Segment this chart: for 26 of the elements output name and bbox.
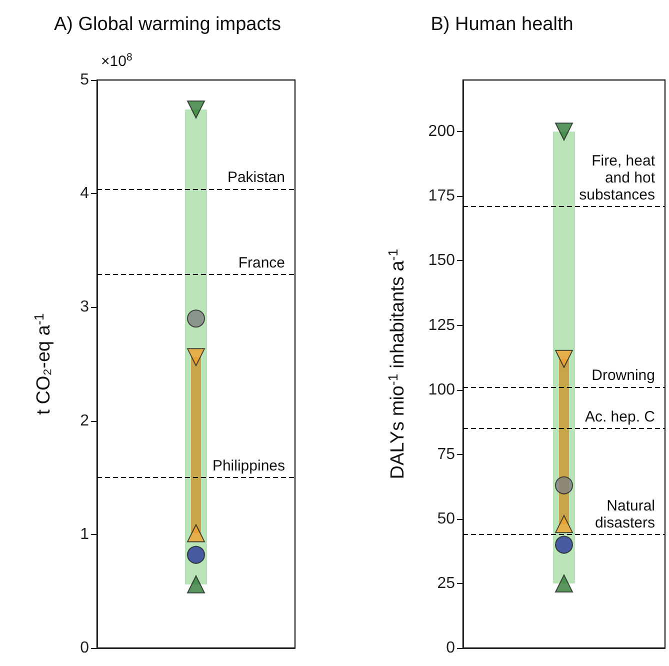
y-tick-label: 125 [428, 316, 456, 334]
y-tick-label: 150 [428, 252, 456, 270]
y-tick-label: 75 [437, 446, 456, 463]
y-tick-label: 2 [80, 412, 90, 430]
y-tick-label: 200 [428, 123, 456, 140]
chart-title: A) Global warming impacts [54, 14, 282, 35]
ref-line-label: France [238, 254, 285, 272]
y-tick-label: 0 [446, 640, 456, 656]
chart-title: B) Human health [430, 14, 574, 35]
ref-line-label: Natural disasters [594, 497, 655, 532]
ref-line-label: Ac. hep. C [584, 408, 656, 426]
ref-line-label: Fire, heat and hot substances [579, 152, 656, 204]
y-tick-label: 0 [80, 640, 90, 656]
ref-line-label: Drowning [592, 367, 655, 384]
y-tick-label: 100 [428, 381, 456, 398]
y-tick-label: 3 [80, 298, 90, 316]
y-tick-label: 175 [428, 188, 456, 205]
ref-line-label: Pakistan [227, 169, 285, 186]
y-axis-title: t CO₂-eq a-1 [32, 313, 54, 415]
y-tick-label: 4 [80, 185, 90, 202]
y-tick-label: 1 [80, 526, 90, 543]
y-tick-label: 50 [437, 510, 456, 528]
y-tick-label: 5 [80, 72, 90, 88]
y-tick-label: 25 [437, 574, 456, 592]
y-axis-title: DALYs mio-1 inhabitants a-1 [386, 248, 408, 480]
ref-line-label: Philippines [212, 458, 285, 475]
